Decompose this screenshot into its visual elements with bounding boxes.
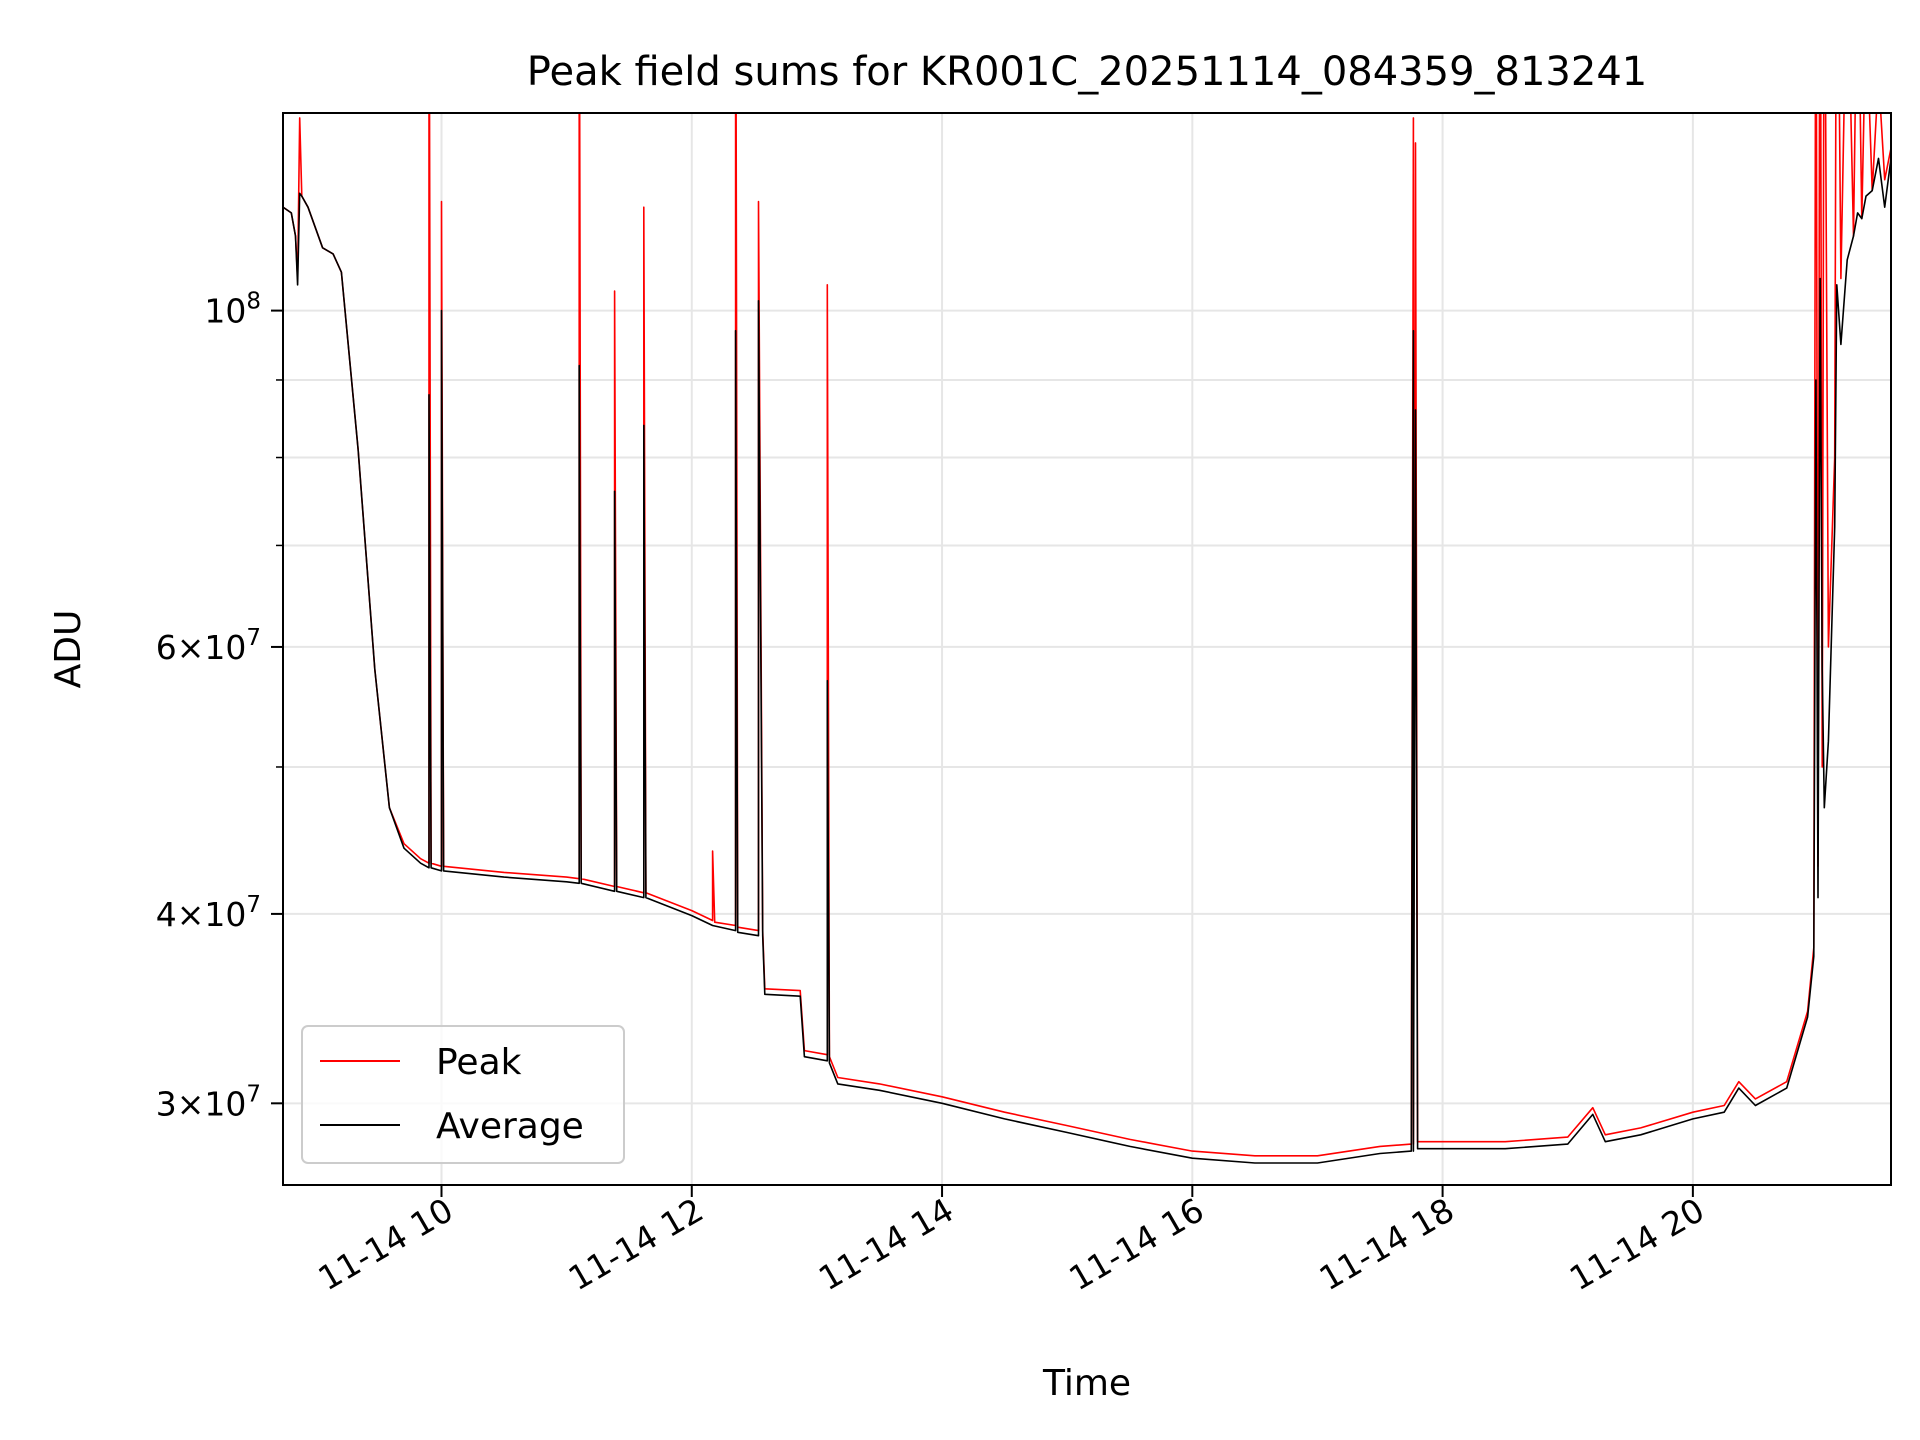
y-tick-label: 3×107 — [156, 1081, 261, 1123]
y-tick-label: 108 — [204, 289, 261, 331]
plot-frame — [282, 112, 1892, 1186]
chart-title: Peak field sums for KR001C_20251114_0843… — [527, 49, 1647, 95]
legend-label-average: Average — [436, 1106, 584, 1147]
x-axis-label: Time — [1042, 1363, 1131, 1404]
y-axis-label: ADU — [48, 610, 89, 689]
legend: Peak Average — [301, 1025, 625, 1164]
y-tick-label: 6×107 — [156, 625, 261, 667]
series-layer — [283, 113, 1891, 1164]
legend-label-peak: Peak — [436, 1042, 522, 1083]
series-line-average — [283, 157, 1891, 1164]
y-tick-label: 4×107 — [156, 892, 261, 934]
